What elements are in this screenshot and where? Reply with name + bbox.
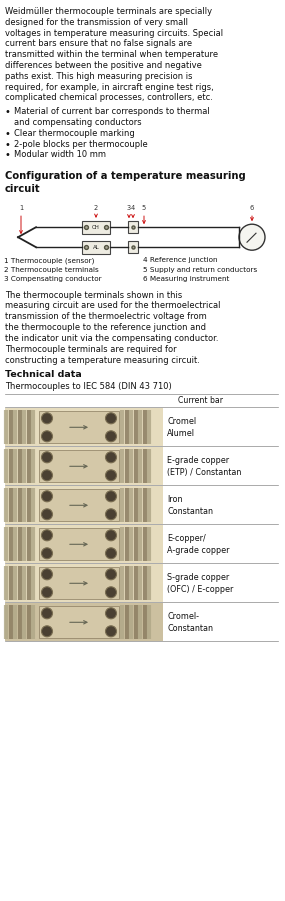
Bar — [82, 241, 110, 254]
Bar — [5, 447, 163, 486]
Text: Iron
Constantan: Iron Constantan — [167, 495, 213, 515]
Text: •: • — [5, 107, 11, 117]
Text: differences between the positive and negative: differences between the positive and neg… — [5, 61, 202, 70]
Bar — [128, 241, 138, 253]
Circle shape — [42, 509, 52, 520]
Text: 1 Thermocouple (sensor): 1 Thermocouple (sensor) — [4, 257, 94, 264]
Text: transmitted within the terminal when temperature: transmitted within the terminal when tem… — [5, 50, 218, 59]
Text: Configuration of a temperature measuring: Configuration of a temperature measuring — [5, 171, 246, 181]
Text: 2 Thermocouple terminals: 2 Thermocouple terminals — [4, 267, 99, 273]
Bar — [5, 564, 163, 602]
Bar — [5, 408, 163, 446]
Text: E-copper/
A-grade copper: E-copper/ A-grade copper — [167, 534, 229, 555]
Text: 2-pole blocks per thermocouple: 2-pole blocks per thermocouple — [14, 140, 148, 149]
Text: 6: 6 — [250, 205, 254, 211]
Text: 4: 4 — [131, 205, 135, 211]
Bar — [39, 528, 119, 560]
Text: required, for example, in aircraft engine test rigs,: required, for example, in aircraft engin… — [5, 83, 214, 92]
Circle shape — [105, 626, 117, 637]
Circle shape — [105, 491, 117, 502]
Text: paths exist. This high measuring precision is: paths exist. This high measuring precisi… — [5, 72, 192, 81]
Text: Current bar: Current bar — [178, 396, 223, 405]
Text: Material of current bar corresponds to thermal: Material of current bar corresponds to t… — [14, 107, 210, 116]
Text: Thermocouples to IEC 584 (DIN 43 710): Thermocouples to IEC 584 (DIN 43 710) — [5, 382, 172, 391]
Circle shape — [105, 569, 117, 580]
Bar — [39, 450, 119, 482]
Circle shape — [105, 608, 117, 619]
Circle shape — [105, 451, 117, 463]
Text: current bars ensure that no false signals are: current bars ensure that no false signal… — [5, 40, 192, 49]
Text: 6 Measuring instrument: 6 Measuring instrument — [143, 277, 229, 282]
Text: and compensating conductors: and compensating conductors — [14, 118, 142, 127]
Text: Thermocouple terminals are required for: Thermocouple terminals are required for — [5, 345, 177, 354]
Text: circuit: circuit — [5, 184, 41, 195]
Circle shape — [105, 530, 117, 541]
Bar — [39, 568, 119, 599]
Text: Cromel-
Constantan: Cromel- Constantan — [167, 612, 213, 633]
Text: 5: 5 — [142, 205, 146, 211]
Text: designed for the transmission of very small: designed for the transmission of very sm… — [5, 18, 188, 27]
Text: the indicator unit via the compensating conductor.: the indicator unit via the compensating … — [5, 334, 219, 343]
Circle shape — [105, 431, 117, 441]
Bar — [5, 525, 163, 563]
Bar — [39, 606, 119, 638]
Text: Weidmüller thermocouple terminals are specially: Weidmüller thermocouple terminals are sp… — [5, 7, 212, 16]
Text: the thermocouple to the reference junction and: the thermocouple to the reference juncti… — [5, 323, 206, 332]
Text: S-grade copper
(OFC) / E-copper: S-grade copper (OFC) / E-copper — [167, 573, 233, 594]
Circle shape — [105, 413, 117, 423]
Circle shape — [105, 469, 117, 481]
Text: •: • — [5, 140, 11, 150]
Bar — [39, 489, 119, 522]
Text: 1: 1 — [19, 205, 23, 211]
Circle shape — [42, 413, 52, 423]
Text: measuring circuit are used for the thermoelectrical: measuring circuit are used for the therm… — [5, 302, 221, 311]
Text: voltages in temperature measuring circuits. Special: voltages in temperature measuring circui… — [5, 29, 223, 38]
Text: Technical data: Technical data — [5, 370, 82, 379]
Circle shape — [42, 548, 52, 559]
Text: Clear thermocouple marking: Clear thermocouple marking — [14, 129, 135, 138]
Text: 4 Reference junction: 4 Reference junction — [143, 257, 217, 263]
Text: 2: 2 — [94, 205, 98, 211]
Bar — [82, 221, 110, 233]
Bar — [5, 487, 163, 524]
Text: 3: 3 — [127, 205, 131, 211]
Text: CH: CH — [92, 224, 100, 230]
Text: complicated chemical processes, controllers, etc.: complicated chemical processes, controll… — [5, 94, 213, 103]
Text: Modular width 10 mm: Modular width 10 mm — [14, 150, 106, 159]
Text: AL: AL — [93, 245, 99, 250]
Text: 5 Supply and return conductors: 5 Supply and return conductors — [143, 267, 257, 273]
Text: transmission of the thermoelectric voltage from: transmission of the thermoelectric volta… — [5, 313, 207, 322]
Circle shape — [42, 608, 52, 619]
Circle shape — [42, 530, 52, 541]
Circle shape — [42, 626, 52, 637]
Circle shape — [105, 548, 117, 559]
Text: •: • — [5, 150, 11, 160]
Circle shape — [42, 451, 52, 463]
Circle shape — [239, 224, 265, 250]
Text: The thermocouple terminals shown in this: The thermocouple terminals shown in this — [5, 291, 182, 300]
Text: E-grade copper
(ETP) / Constantan: E-grade copper (ETP) / Constantan — [167, 456, 241, 477]
Circle shape — [105, 587, 117, 597]
Text: 3 Compensating conductor: 3 Compensating conductor — [4, 277, 102, 282]
Text: •: • — [5, 129, 11, 139]
Bar — [5, 604, 163, 642]
Circle shape — [42, 491, 52, 502]
Text: constructing a temperature measuring circuit.: constructing a temperature measuring cir… — [5, 356, 200, 365]
Text: Cromel
Alumel: Cromel Alumel — [167, 417, 196, 438]
Circle shape — [105, 509, 117, 520]
Circle shape — [42, 431, 52, 441]
Circle shape — [42, 469, 52, 481]
Bar — [128, 222, 138, 233]
Circle shape — [42, 587, 52, 597]
Bar — [39, 411, 119, 443]
Circle shape — [42, 569, 52, 580]
